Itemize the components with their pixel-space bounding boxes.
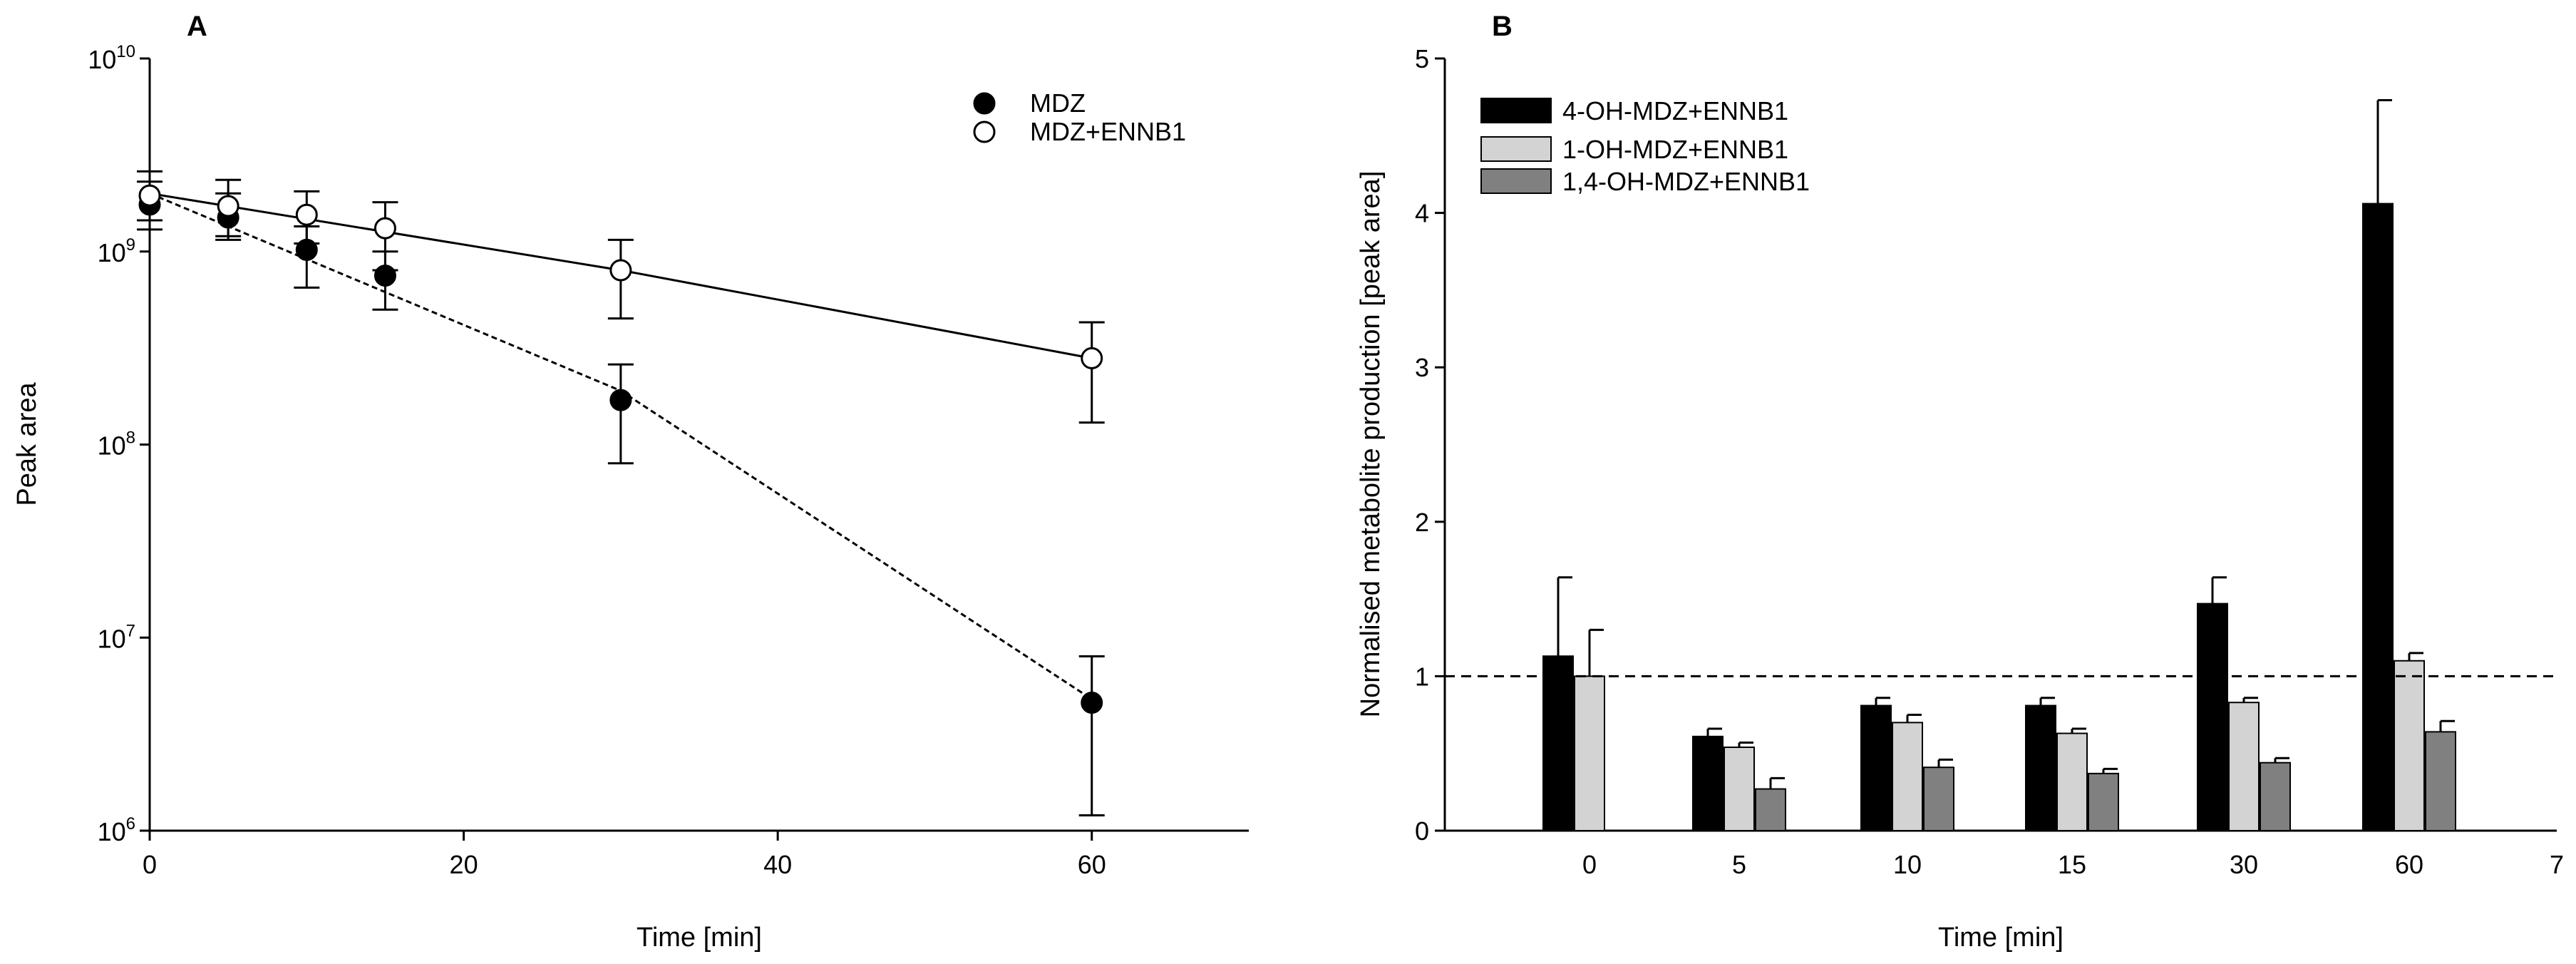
legend-label-1-4-oh: 1,4-OH-MDZ+ENNB1 [1562, 167, 1810, 196]
y-tick-label: 109 [98, 235, 135, 267]
data-point-series-0 [1081, 692, 1103, 714]
panel-b-bars [1542, 98, 2456, 832]
bar-series-2 [1923, 766, 1954, 831]
legend-marker-mdz-ennb1 [973, 120, 996, 143]
x-tick-label: 20 [450, 850, 478, 879]
panel-a-x-ticks: 0 20 40 60 [143, 831, 1106, 879]
data-point-series-0 [609, 389, 632, 411]
bar-series-0 [1860, 704, 1892, 832]
bar-series-1 [2394, 660, 2425, 831]
x-tick-label: 7 [2550, 850, 2564, 879]
x-tick-label: 0 [1582, 850, 1597, 879]
bar-series-1 [2228, 702, 2260, 831]
bar-series-2 [2425, 731, 2456, 831]
bar-series-0 [1542, 655, 1574, 831]
legend-label-mdz-ennb1: MDZ+ENNB1 [1030, 117, 1186, 146]
legend-marker-mdz [973, 92, 996, 115]
bar-series-0 [1692, 735, 1724, 832]
bar-series-1 [1892, 722, 1923, 831]
bar-series-0 [2025, 704, 2056, 832]
y-tick-label: 1 [1415, 662, 1429, 691]
bar-series-1 [1574, 675, 1605, 832]
y-tick-label: 106 [98, 814, 135, 846]
panel-a-legend: MDZ MDZ+ENNB1 [973, 88, 1186, 146]
panel-b-y-title: Normalised metabolite production [peak a… [1356, 171, 1386, 718]
x-tick-label: 10 [1893, 850, 1922, 879]
panel-b-legend: 4-OH-MDZ+ENNB1 1-OH-MDZ+ENNB1 1,4-OH-MDZ… [1480, 96, 1810, 196]
y-tick-label: 5 [1415, 44, 1429, 73]
y-tick-label: 0 [1415, 816, 1429, 846]
x-tick-label: 15 [2058, 850, 2086, 879]
data-point-series-1 [217, 195, 239, 217]
y-tick-label: 4 [1415, 199, 1429, 228]
x-tick-label: 60 [1078, 850, 1106, 879]
panel-a-y-title: Peak area [12, 382, 42, 506]
data-point-series-1 [295, 203, 318, 226]
legend-swatch-1-oh [1480, 136, 1552, 162]
panel-b-x-title: Time [min] [1938, 923, 2064, 953]
bar-series-0 [2197, 602, 2228, 832]
bar-series-2 [2260, 762, 2291, 832]
data-point-series-1 [609, 259, 632, 282]
x-tick-label: 0 [143, 850, 157, 879]
panel-a: A 0 20 40 60 106 107 108 109 1010 Time [min] Pe… [12, 11, 1249, 953]
y-tick-label: 107 [98, 621, 135, 653]
bar-series-2 [1755, 788, 1786, 831]
x-tick-label: 60 [2395, 850, 2423, 879]
panel-b-x-ticks: 0 5 10 15 30 60 7 [1582, 850, 2564, 879]
legend-label-4-oh: 4-OH-MDZ+ENNB1 [1562, 96, 1788, 125]
legend-swatch-1-4-oh [1480, 168, 1552, 194]
panel-a-x-title: Time [min] [637, 923, 762, 953]
data-point-series-1 [373, 217, 396, 240]
panel-b-label: B [1492, 11, 1513, 42]
x-tick-label: 30 [2230, 850, 2258, 879]
y-tick-label: 3 [1415, 353, 1429, 382]
panel-a-y-ticks: 106 107 108 109 1010 [88, 42, 150, 846]
x-tick-label: 5 [1732, 850, 1746, 879]
panel-a-label: A [187, 11, 207, 42]
legend-label-1-oh: 1-OH-MDZ+ENNB1 [1562, 135, 1788, 164]
bar-series-0 [2362, 202, 2394, 831]
data-point-series-1 [1081, 347, 1103, 369]
y-tick-label: 2 [1415, 508, 1429, 537]
y-tick-label: 1010 [88, 42, 135, 74]
bar-series-1 [2056, 732, 2088, 831]
x-tick-label: 40 [763, 850, 792, 879]
panel-b: B 0 1 2 3 4 5 0 5 10 15 30 60 7 Time [min] Normalis… [1356, 11, 2564, 953]
legend-label-mdz: MDZ [1030, 88, 1086, 118]
panel-a-points [138, 184, 1103, 714]
data-point-series-1 [138, 184, 161, 207]
bar-series-2 [2088, 772, 2119, 832]
data-point-series-0 [373, 265, 396, 287]
panel-b-y-ticks: 0 1 2 3 4 5 [1415, 44, 1445, 846]
legend-swatch-4-oh [1480, 98, 1552, 123]
data-point-series-0 [295, 238, 318, 261]
bar-series-1 [1724, 747, 1755, 832]
y-tick-label: 108 [98, 429, 135, 461]
